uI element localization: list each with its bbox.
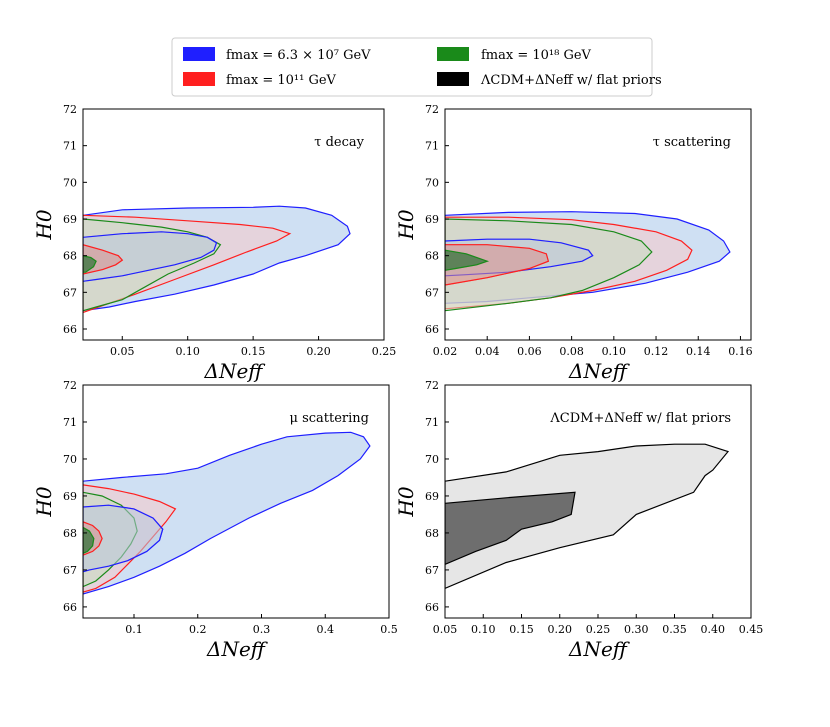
y-tick-label: 72: [425, 379, 439, 392]
x-tick-label: 0.10: [602, 345, 627, 358]
panel-annotation: τ scattering: [653, 135, 731, 150]
x-axis-label: ΔNeff: [204, 359, 267, 383]
x-axis-label: ΔNeff: [206, 637, 269, 661]
x-tick-label: 0.3: [253, 623, 271, 636]
axes-frame: [82, 108, 385, 341]
panel-tau-scattering: 0.02 0.04 0.06 0.08 0.10 0.12 0.14 0.16 66 67 68 69…: [394, 103, 753, 383]
y-tick-label: 70: [63, 453, 77, 466]
y-tick-label: 72: [63, 379, 77, 392]
legend-swatch-black: [437, 72, 469, 86]
y-tick-label: 71: [63, 140, 77, 153]
contour-green-68pct-core: [445, 249, 490, 271]
y-tick-label: 70: [425, 176, 439, 189]
x-tick-label: 0.10: [175, 345, 200, 358]
x-tick-label: 0.05: [110, 345, 135, 358]
contour-red-68pct-core: [445, 244, 550, 286]
plot-area: [445, 443, 730, 590]
panel-mu-scattering: 0.1 0.2 0.3 0.4 0.5 66 67 68 69 70 71 72 ΔNeff H0 μ sc…: [32, 379, 398, 661]
x-tick-label: 0.1: [125, 623, 143, 636]
legend-entry-green: fmax = 10¹⁸ GeV: [481, 48, 592, 63]
panel-annotation: μ scattering: [290, 411, 370, 426]
contour-blue-68pct-core: [83, 504, 164, 573]
x-tick-label: 0.06: [517, 345, 542, 358]
y-tick-label: 70: [425, 453, 439, 466]
legend-entry-blue: fmax = 6.3 × 10⁷ GeV: [226, 48, 371, 63]
y-tick-label: 72: [425, 103, 439, 116]
x-tick-label: 0.5: [380, 623, 398, 636]
contour-black-95pct: [445, 443, 730, 590]
x-tick-label: 0.20: [548, 623, 573, 636]
legend-swatch-green: [437, 47, 469, 61]
x-tick-label: 0.12: [644, 345, 669, 358]
x-tick-label: 0.02: [433, 345, 458, 358]
panel-lcdm-flat-priors: 0.05 0.10 0.15 0.20 0.25 0.30 0.35 0.40 0.45 66 67…: [394, 379, 763, 661]
y-tick-label: 66: [63, 323, 77, 336]
x-tick-label: 0.25: [586, 623, 611, 636]
y-axis-label: H0: [394, 486, 418, 517]
axes-frame: [444, 108, 752, 341]
x-tick-label: 0.2: [189, 623, 207, 636]
x-tick-label: 0.04: [475, 345, 500, 358]
contour-blue-95pct: [83, 431, 371, 595]
contour-blue-68pct-core: [83, 231, 218, 282]
y-tick-label: 71: [63, 416, 77, 429]
panel-annotation: ΛCDM+ΔNeff w/ flat priors: [549, 411, 731, 426]
x-tick-label: 0.20: [306, 345, 331, 358]
y-tick-label: 68: [63, 527, 77, 540]
x-tick-label: 0.15: [241, 345, 266, 358]
plot-area: [83, 431, 371, 595]
x-tick-label: 0.30: [624, 623, 649, 636]
y-tick-label: 68: [63, 250, 77, 263]
legend-frame: [171, 37, 653, 97]
panel-tau-decay: 0.05 0.10 0.15 0.20 0.25 66 67 68 69 70 71 72 ΔNeff H…: [32, 103, 396, 383]
x-tick-label: 0.45: [739, 623, 764, 636]
y-tick-label: 69: [425, 213, 439, 226]
axes-frame: [82, 384, 390, 619]
x-tick-label: 0.4: [317, 623, 335, 636]
x-tick-label: 0.15: [509, 623, 534, 636]
legend: fmax = 6.3 × 10⁷ GeV fmax = 10¹¹ GeV fma…: [171, 37, 662, 97]
y-axis-label: H0: [32, 486, 56, 517]
y-tick-label: 70: [63, 176, 77, 189]
legend-swatch-red: [183, 72, 215, 86]
y-tick-label: 67: [425, 564, 439, 577]
y-tick-label: 72: [63, 103, 77, 116]
x-tick-label: 0.40: [701, 623, 726, 636]
y-tick-label: 68: [425, 250, 439, 263]
x-tick-label: 0.05: [433, 623, 458, 636]
x-tick-label: 0.35: [662, 623, 687, 636]
contour-green-68pct-core: [83, 255, 97, 273]
contour-black-68pct: [445, 491, 576, 566]
y-tick-label: 68: [425, 527, 439, 540]
x-axis-label: ΔNeff: [568, 359, 631, 383]
y-axis-label: H0: [394, 209, 418, 240]
x-axis-label: ΔNeff: [568, 637, 631, 661]
y-tick-label: 67: [63, 286, 77, 299]
legend-entry-red: fmax = 10¹¹ GeV: [226, 73, 337, 88]
plot-area: [83, 205, 351, 314]
x-tick-label: 0.25: [372, 345, 397, 358]
y-tick-label: 71: [425, 416, 439, 429]
y-tick-label: 66: [425, 323, 439, 336]
y-tick-label: 66: [63, 601, 77, 614]
legend-entry-black: ΛCDM+ΔNeff w/ flat priors: [480, 73, 662, 88]
y-tick-label: 67: [63, 564, 77, 577]
x-tick-label: 0.14: [686, 345, 711, 358]
y-tick-label: 67: [425, 286, 439, 299]
y-tick-label: 69: [63, 490, 77, 503]
y-tick-label: 69: [63, 213, 77, 226]
plot-area: [445, 211, 731, 312]
y-axis-label: H0: [32, 209, 56, 240]
y-tick-label: 66: [425, 601, 439, 614]
contour-green-68pct-core: [83, 526, 95, 554]
x-tick-label: 0.16: [728, 345, 753, 358]
y-tick-label: 69: [425, 490, 439, 503]
legend-swatch-blue: [183, 47, 215, 61]
x-tick-label: 0.10: [471, 623, 496, 636]
x-tick-label: 0.08: [559, 345, 584, 358]
y-tick-label: 71: [425, 140, 439, 153]
panel-annotation: τ decay: [314, 135, 364, 150]
